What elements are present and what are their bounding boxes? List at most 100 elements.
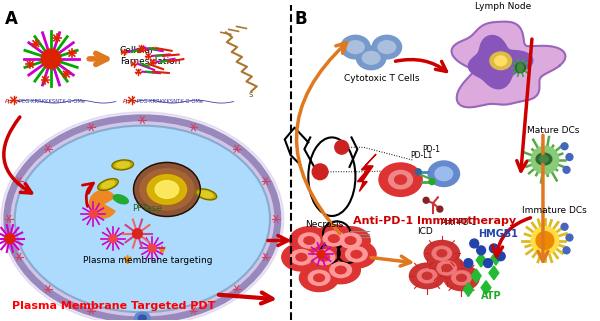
- Ellipse shape: [196, 189, 217, 200]
- Ellipse shape: [113, 195, 128, 204]
- Circle shape: [5, 234, 15, 243]
- Ellipse shape: [112, 160, 133, 170]
- Circle shape: [464, 259, 473, 267]
- Ellipse shape: [298, 233, 320, 248]
- Polygon shape: [481, 281, 491, 295]
- Circle shape: [109, 235, 117, 242]
- Ellipse shape: [418, 269, 437, 283]
- Ellipse shape: [1, 112, 284, 321]
- Ellipse shape: [321, 256, 361, 284]
- Text: Pp: Pp: [123, 99, 130, 104]
- Text: Plasma membrane targeting: Plasma membrane targeting: [83, 256, 213, 265]
- Ellipse shape: [490, 52, 512, 70]
- Ellipse shape: [345, 237, 356, 244]
- Polygon shape: [452, 22, 565, 107]
- Circle shape: [148, 245, 156, 252]
- Circle shape: [490, 244, 498, 253]
- Ellipse shape: [139, 315, 146, 321]
- Text: A: A: [5, 10, 18, 28]
- Circle shape: [515, 63, 525, 73]
- Text: PD-L1: PD-L1: [410, 151, 433, 160]
- Circle shape: [312, 164, 328, 180]
- Text: Cytotoxic T Cells: Cytotoxic T Cells: [344, 74, 419, 83]
- Circle shape: [563, 166, 570, 173]
- Ellipse shape: [539, 156, 548, 162]
- Ellipse shape: [308, 270, 330, 285]
- Circle shape: [531, 227, 559, 254]
- Ellipse shape: [304, 243, 344, 271]
- Ellipse shape: [296, 253, 307, 261]
- Wedge shape: [89, 190, 115, 218]
- Ellipse shape: [134, 312, 150, 321]
- Ellipse shape: [319, 253, 329, 261]
- Circle shape: [563, 247, 570, 254]
- Text: S: S: [248, 92, 253, 98]
- Ellipse shape: [444, 265, 479, 291]
- Text: PFTase: PFTase: [133, 204, 163, 213]
- Text: ATP: ATP: [481, 291, 502, 301]
- Circle shape: [437, 206, 443, 212]
- Polygon shape: [476, 253, 486, 267]
- Circle shape: [470, 239, 479, 248]
- Text: Mature DCs: Mature DCs: [527, 126, 580, 134]
- Text: Lymph Node: Lymph Node: [475, 2, 532, 11]
- Ellipse shape: [299, 264, 339, 291]
- Ellipse shape: [442, 265, 452, 272]
- Ellipse shape: [432, 246, 452, 260]
- Ellipse shape: [328, 235, 339, 242]
- Circle shape: [423, 197, 429, 203]
- Ellipse shape: [346, 247, 367, 262]
- Ellipse shape: [395, 175, 407, 184]
- Circle shape: [317, 250, 325, 258]
- Text: -PEG-KRRKKKSNTK-G-OMe: -PEG-KRRKKKSNTK-G-OMe: [17, 99, 86, 104]
- Ellipse shape: [351, 250, 362, 258]
- Ellipse shape: [304, 237, 314, 244]
- Ellipse shape: [331, 227, 370, 254]
- Polygon shape: [463, 283, 473, 297]
- Circle shape: [531, 146, 559, 174]
- Ellipse shape: [134, 162, 200, 216]
- Ellipse shape: [347, 41, 364, 54]
- Polygon shape: [358, 154, 376, 191]
- Text: Necrosis: Necrosis: [305, 220, 343, 229]
- Ellipse shape: [435, 167, 452, 181]
- Ellipse shape: [372, 35, 401, 59]
- Circle shape: [566, 154, 573, 160]
- Ellipse shape: [15, 126, 270, 312]
- Circle shape: [496, 252, 505, 261]
- Ellipse shape: [362, 51, 380, 64]
- Ellipse shape: [98, 179, 118, 190]
- Circle shape: [429, 179, 435, 185]
- Text: Plasma Membrane Targeted PDT: Plasma Membrane Targeted PDT: [12, 301, 215, 311]
- Ellipse shape: [536, 153, 552, 165]
- Ellipse shape: [290, 227, 329, 254]
- Circle shape: [41, 49, 61, 69]
- Circle shape: [566, 234, 573, 241]
- Circle shape: [561, 143, 568, 150]
- Ellipse shape: [389, 170, 412, 189]
- Ellipse shape: [330, 262, 352, 278]
- Ellipse shape: [9, 120, 276, 318]
- Ellipse shape: [517, 63, 523, 72]
- Text: ICD: ICD: [417, 227, 433, 236]
- Circle shape: [561, 223, 568, 230]
- Ellipse shape: [437, 261, 457, 275]
- Circle shape: [415, 169, 421, 175]
- Ellipse shape: [101, 181, 115, 188]
- Ellipse shape: [140, 169, 194, 210]
- Circle shape: [484, 259, 493, 267]
- Circle shape: [335, 140, 349, 154]
- Ellipse shape: [314, 274, 325, 282]
- Polygon shape: [489, 266, 499, 280]
- Ellipse shape: [116, 162, 130, 168]
- Polygon shape: [469, 36, 533, 89]
- Text: Pp: Pp: [5, 99, 13, 104]
- Circle shape: [133, 229, 142, 239]
- Ellipse shape: [457, 274, 466, 281]
- Ellipse shape: [147, 175, 187, 204]
- Ellipse shape: [452, 271, 471, 285]
- Ellipse shape: [356, 46, 386, 70]
- Text: HMGB1: HMGB1: [478, 229, 518, 239]
- Text: Immature DCs: Immature DCs: [523, 206, 587, 215]
- Ellipse shape: [437, 250, 446, 257]
